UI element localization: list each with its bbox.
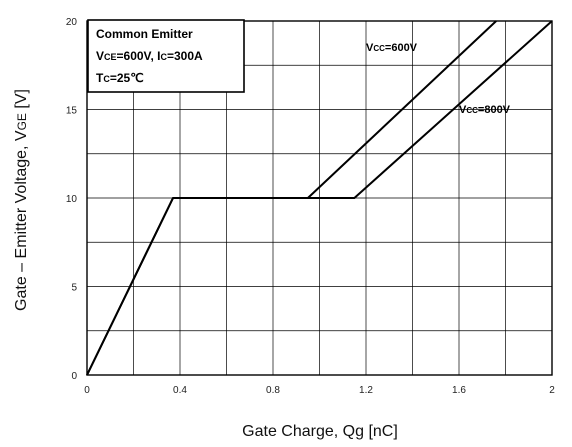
y-tick-label: 15 xyxy=(66,106,78,117)
annotation-tc-sub: C xyxy=(103,74,110,84)
annotation-box: Common Emitter VCE=600V, IC=300A TC=25℃ xyxy=(87,19,245,93)
series-line-2 xyxy=(86,20,553,376)
series-label-sub: CC xyxy=(373,44,385,53)
annotation-ic-sub: C xyxy=(160,52,167,62)
annotation-frame xyxy=(87,19,245,93)
x-tick-label: 2 xyxy=(549,385,555,396)
series-label-value: =800V xyxy=(478,104,511,116)
annotation-line2: VCE=600V, IC=300A xyxy=(96,49,203,63)
annotation-ic-value: =300A xyxy=(167,49,203,63)
annotation-vce-sub: CE xyxy=(104,52,117,62)
plot-frame xyxy=(86,20,553,376)
y-axis-title-sub: GE xyxy=(15,113,29,130)
x-axis-title: Gate Charge, Qg [nC] xyxy=(242,423,398,440)
y-axis-title-main: Gate – Emitter Voltage, V xyxy=(13,130,30,311)
series-label-main: V xyxy=(459,104,467,116)
series-label-main: V xyxy=(366,42,374,54)
x-tick-label: 0.8 xyxy=(266,385,280,396)
x-tick-label: 0.4 xyxy=(173,385,187,396)
series-lines xyxy=(86,20,553,376)
series-label-2: VCC=800V xyxy=(459,104,511,116)
y-tick-label: 0 xyxy=(71,371,77,382)
annotation-tc-value: =25℃ xyxy=(110,71,144,85)
annotation-tc: T xyxy=(96,71,104,85)
series-label-value: =600V xyxy=(385,42,418,54)
x-tick-label: 1.2 xyxy=(359,385,373,396)
y-tick-label: 10 xyxy=(66,194,78,205)
series-label-sub: CC xyxy=(466,106,478,115)
x-tick-label: 1.6 xyxy=(452,385,466,396)
annotation-vce: V xyxy=(96,49,104,63)
y-tick-label: 5 xyxy=(71,283,77,294)
annotation-vce-value: =600V, I xyxy=(117,49,161,63)
series-label-1: VCC=600V xyxy=(366,42,418,54)
y-tick-label: 20 xyxy=(66,17,78,28)
x-tick-label: 0 xyxy=(84,385,90,396)
annotation-line1: Common Emitter xyxy=(96,27,193,41)
annotation-line3: TC=25℃ xyxy=(96,71,144,85)
y-axis-title: Gate – Emitter Voltage, VGE [V] xyxy=(13,89,30,311)
y-axis-title-tail: [V] xyxy=(13,89,30,113)
